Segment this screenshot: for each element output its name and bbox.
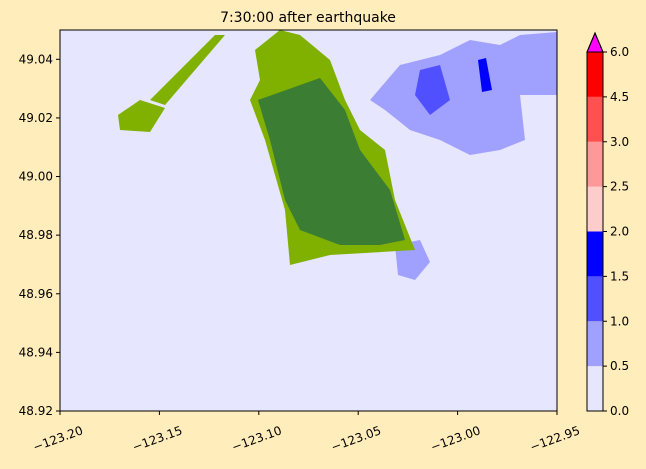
- flood-area: [478, 58, 492, 92]
- colorbar-tick-label: 1.0: [610, 314, 629, 328]
- y-tick-label: 48.92: [19, 404, 53, 418]
- x-tick-label: −123.20: [31, 423, 85, 454]
- chart-title: 7:30:00 after earthquake: [220, 10, 396, 26]
- colorbar-bin: [587, 366, 603, 411]
- colorbar-bin: [587, 231, 603, 277]
- colorbar-tick-label: 3.0: [610, 135, 629, 149]
- y-tick-label: 49.04: [19, 52, 53, 66]
- flood-area: [370, 32, 557, 155]
- land: [258, 78, 405, 245]
- colorbar-tick-label: 6.0: [610, 45, 629, 59]
- map-shapes: [118, 30, 557, 280]
- colorbar-bin: [587, 141, 603, 187]
- x-tick-label: −123.15: [130, 423, 184, 454]
- colorbar-tick-label: 0.0: [610, 404, 629, 418]
- plot-frame: [59, 29, 558, 412]
- colorbar-bin: [587, 186, 603, 232]
- colorbar-tick-label: 2.0: [610, 225, 629, 239]
- land: [118, 100, 165, 132]
- y-tick-label: 49.02: [19, 111, 53, 125]
- y-tick-label: 48.96: [19, 287, 53, 301]
- colorbar-bin: [587, 52, 603, 97]
- colorbar-tick-label: 1.5: [610, 269, 629, 283]
- colorbar-tick-label: 4.5: [610, 90, 629, 104]
- colorbar-extend: [586, 31, 604, 53]
- land: [150, 35, 225, 105]
- flood-area: [415, 65, 450, 115]
- x-tick-label: −123.00: [429, 423, 483, 454]
- colorbar-bin: [587, 321, 603, 367]
- x-tick-label: −123.05: [329, 423, 383, 454]
- y-tick-label: 48.94: [19, 345, 53, 359]
- y-tick-label: 48.98: [19, 228, 53, 242]
- colorbar-tick-label: 0.5: [610, 359, 629, 373]
- colorbar-bin: [587, 96, 603, 142]
- y-tick-label: 49.00: [19, 170, 53, 184]
- colorbar-tick-label: 2.5: [610, 180, 629, 194]
- x-tick-label: −122.95: [528, 423, 582, 454]
- colorbar-bin: [587, 276, 603, 322]
- x-tick-label: −123.10: [230, 423, 284, 454]
